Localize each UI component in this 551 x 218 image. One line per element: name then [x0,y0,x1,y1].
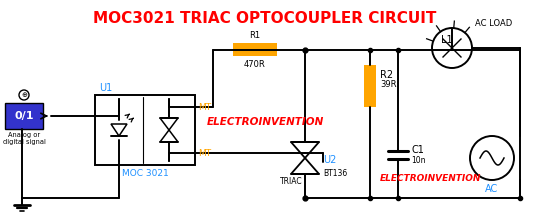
Text: AC LOAD: AC LOAD [475,19,512,28]
Text: BT136: BT136 [323,169,347,178]
Text: 10n: 10n [411,156,425,165]
Text: TRIAC: TRIAC [280,177,303,186]
Text: R2: R2 [380,70,393,80]
Text: R1: R1 [250,31,261,40]
Text: 470R: 470R [244,60,266,69]
Text: MT: MT [198,148,211,157]
Text: L1: L1 [441,35,453,45]
Text: ELECTROINVENTION: ELECTROINVENTION [379,174,480,182]
Text: digital signal: digital signal [3,139,45,145]
Text: MT: MT [198,102,211,111]
Text: 39R: 39R [380,80,397,89]
Text: Analog or: Analog or [8,132,40,138]
Text: C1: C1 [411,145,424,155]
Bar [364,65,376,107]
Text: U1: U1 [99,83,112,93]
Text: MOC3021 TRIAC OPTOCOUPLER CIRCUIT: MOC3021 TRIAC OPTOCOUPLER CIRCUIT [93,11,437,26]
Bar [233,43,277,56]
Text: MOC 3021: MOC 3021 [122,169,169,178]
Bar [95,95,195,165]
Text: ⊕: ⊕ [21,92,27,97]
Bar [5,103,43,129]
Text: ELECTROINVENTION: ELECTROINVENTION [207,117,323,127]
Text: 0/1: 0/1 [14,111,34,121]
Text: U2: U2 [323,155,336,165]
Text: AC: AC [485,184,499,194]
